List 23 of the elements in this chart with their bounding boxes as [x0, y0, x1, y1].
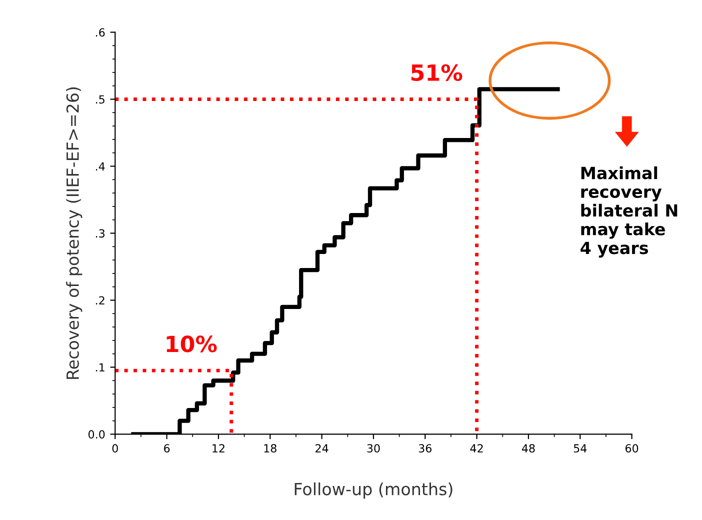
y-tick-label: .3	[96, 229, 105, 238]
x-axis-title: Follow-up (months)	[294, 482, 452, 499]
y-tick-label: .2	[96, 296, 104, 304]
x-tick-label: 12	[212, 444, 224, 452]
annotation: 51%	[411, 64, 462, 82]
y-tick-label: .1	[96, 363, 104, 372]
x-tick-label: 48	[522, 444, 535, 453]
x-tick-label: 30	[367, 444, 380, 453]
x-tick-label: 42	[470, 444, 483, 452]
x-tick-label: 24	[316, 444, 328, 452]
x-tick-label: 36	[418, 444, 432, 453]
x-tick-label: 18	[264, 444, 276, 453]
y-tick-label: 0.0	[88, 430, 105, 439]
y-axis-title: Recovery of potency (IIEF-EF>=26)	[66, 87, 82, 379]
y-tick-label: .4	[96, 162, 105, 170]
x-tick-label: 0	[112, 444, 118, 453]
annotation: 10%	[166, 336, 217, 352]
x-tick-label: 54	[574, 444, 587, 453]
y-tick-label: .5	[96, 95, 104, 104]
annotation: Maximal recovery bilateral N may take 4 years	[580, 166, 678, 258]
x-tick-label: 60	[626, 444, 638, 453]
x-tick-label: 6	[164, 444, 170, 453]
y-tick-label: .6	[96, 28, 105, 37]
